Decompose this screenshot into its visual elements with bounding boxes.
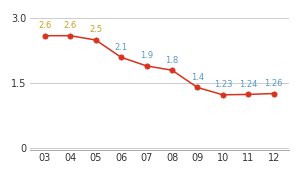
Text: 1.26: 1.26 bbox=[265, 79, 283, 88]
Text: 2.5: 2.5 bbox=[89, 25, 102, 34]
Text: 1.23: 1.23 bbox=[214, 80, 232, 89]
Text: 2.6: 2.6 bbox=[64, 21, 77, 30]
Text: 1.4: 1.4 bbox=[191, 73, 204, 82]
Text: 2.1: 2.1 bbox=[114, 43, 128, 52]
Text: 1.9: 1.9 bbox=[140, 51, 153, 60]
Text: 1.8: 1.8 bbox=[165, 56, 179, 65]
Text: 1.24: 1.24 bbox=[239, 80, 258, 89]
Text: 2.6: 2.6 bbox=[38, 21, 51, 30]
